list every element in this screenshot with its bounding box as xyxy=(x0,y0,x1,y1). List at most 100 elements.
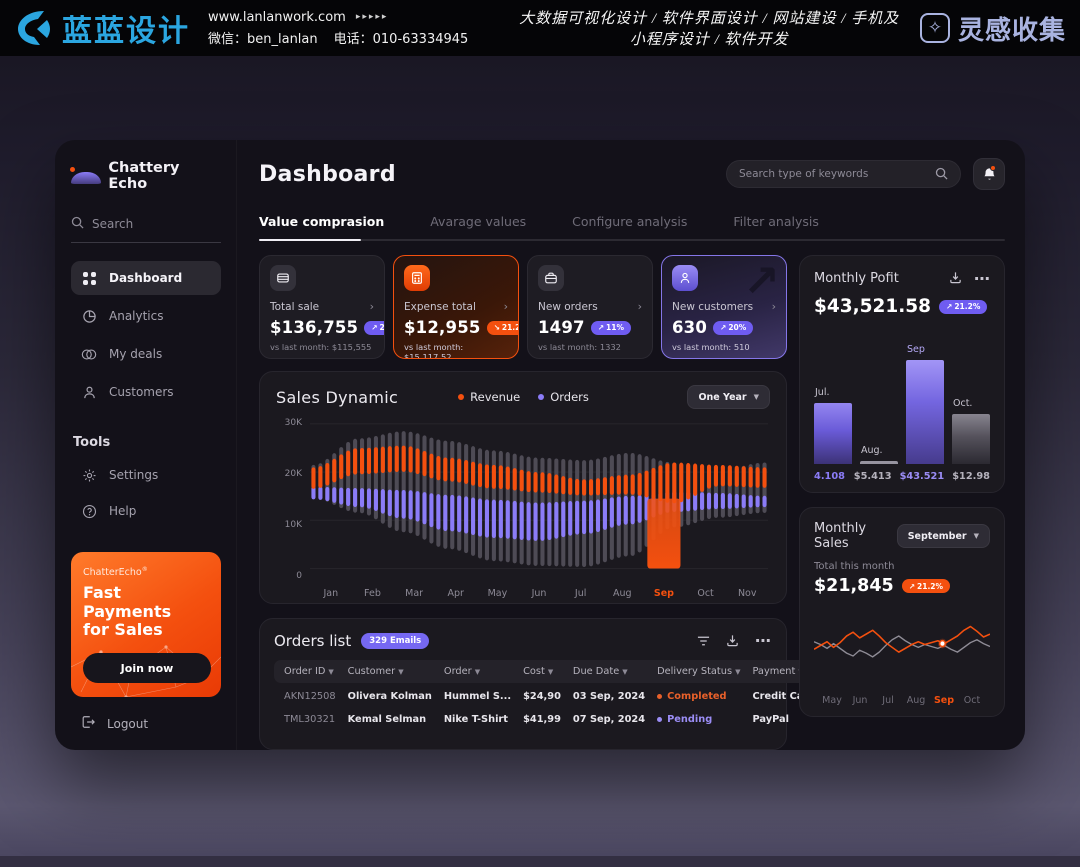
more-options-icon[interactable]: ⋯ xyxy=(974,269,990,288)
order-name: Hummel S... xyxy=(443,691,512,703)
chevron-down-icon: ▼ xyxy=(398,668,404,677)
dashboard-window: Chattery Echo Dashboard Analytics My deals… xyxy=(55,140,1025,750)
trend-up-icon: ↗ xyxy=(371,323,378,332)
chevron-right-icon[interactable]: › xyxy=(503,300,508,313)
export-icon[interactable] xyxy=(949,269,962,288)
monthly-sales-card: Monthly Sales September ▼ Total this mon… xyxy=(799,507,1005,717)
page-footer-strip xyxy=(0,856,1080,867)
month-label-jun: Jun xyxy=(531,588,547,600)
tab-filter-analysis[interactable]: Filter analysis xyxy=(733,214,819,229)
legend-item-revenue[interactable]: Revenue xyxy=(458,390,520,404)
search-icon xyxy=(71,214,84,233)
logout-label: Logout xyxy=(107,716,149,731)
wallet-icon xyxy=(270,265,296,291)
join-now-button[interactable]: Join now xyxy=(83,653,211,684)
status-badge: Pending xyxy=(657,714,740,725)
sidebar: Chattery Echo Dashboard Analytics My deals… xyxy=(55,140,237,750)
month-label-nov: Nov xyxy=(737,588,757,600)
month-label-apr: Apr xyxy=(447,588,464,600)
x-axis-labels: Jan Feb Mar Apr May Jun Jul Aug Sep Oct Nov xyxy=(310,588,768,599)
status-badge: Completed xyxy=(657,691,740,702)
sidebar-item-label: Customers xyxy=(109,385,174,399)
sidebar-item-label: Help xyxy=(109,504,137,518)
stat-card-new-customers[interactable]: ↗ New customers › 630 ↗ 20% vs last month: 510 xyxy=(661,255,787,359)
pie-chart-icon xyxy=(81,309,97,324)
more-options-icon[interactable]: ⋯ xyxy=(755,631,772,651)
stat-card-total-sale[interactable]: Total sale › $136,755 ↗21.2% vs last month: … xyxy=(259,255,385,359)
orders-list-title: Orders list xyxy=(274,631,352,650)
column-header-due-date[interactable]: Due Date ▼ xyxy=(572,666,628,678)
sidebar-item-dashboard[interactable]: Dashboard xyxy=(71,261,221,295)
logout-button[interactable]: Logout xyxy=(71,705,221,736)
chevron-down-icon: ▼ xyxy=(973,532,979,540)
month-label-sep: Sep xyxy=(653,588,674,600)
notifications-button[interactable] xyxy=(973,158,1005,190)
range-selector-dropdown[interactable]: One Year ▼ xyxy=(687,385,770,409)
sidebar-item-analytics[interactable]: Analytics xyxy=(71,299,221,333)
sidebar-item-settings[interactable]: Settings xyxy=(71,458,221,492)
stat-cards: Total sale › $136,755 ↗21.2% vs last month: … xyxy=(259,255,787,359)
sidebar-nav: Dashboard Analytics My deals Customers xyxy=(71,261,221,409)
monthly-sales-chart xyxy=(813,598,991,693)
header-search[interactable] xyxy=(726,160,961,188)
sidebar-item-help[interactable]: Help xyxy=(71,494,221,528)
column-header-delivery-status[interactable]: Delivery Status ▼ xyxy=(657,666,741,678)
column-header-order-id[interactable]: Order ID ▼ xyxy=(284,666,334,678)
tab-avarage-values[interactable]: Avarage values xyxy=(430,214,527,229)
sidebar-item-label: Dashboard xyxy=(109,271,183,285)
table-row[interactable]: AKN12508 Olivera Kolman Hummel S... $24,90 0… xyxy=(274,683,821,706)
help-icon xyxy=(81,504,97,519)
month-selector-dropdown[interactable]: September ▼ xyxy=(896,524,990,548)
chevron-right-icon[interactable]: › xyxy=(637,300,642,313)
legend-item-orders[interactable]: Orders xyxy=(538,390,589,404)
filter-icon[interactable] xyxy=(697,635,710,647)
column-header-order[interactable]: Order ▼ xyxy=(443,666,481,678)
order-name: Nike T-Shirt xyxy=(443,714,508,726)
monthly-profit-chart: Jul. Aug. Sep Oct. xyxy=(814,321,990,464)
month-label-oct: Oct xyxy=(697,588,714,600)
month-label-jan: Jan xyxy=(323,588,339,600)
column-header-customer[interactable]: Customer ▼ xyxy=(347,666,404,678)
sales-dynamic-title: Sales Dynamic xyxy=(276,387,399,407)
order-cost: $24,90 xyxy=(523,691,561,703)
month-label-may: May xyxy=(487,588,508,600)
sidebar-search-input[interactable] xyxy=(92,216,212,231)
deals-icon xyxy=(81,348,97,361)
trend-badge: ↗ 11% xyxy=(590,320,631,335)
tab-value-comprasion[interactable]: Value comprasion xyxy=(259,214,385,229)
sidebar-item-customers[interactable]: Customers xyxy=(71,375,221,409)
sparkle-icon: ✧ xyxy=(919,13,950,43)
bar-label: Sep xyxy=(907,344,925,356)
promo-brand: ChatterEcho® xyxy=(83,566,148,579)
sidebar-search[interactable] xyxy=(71,214,221,243)
tab-configure-analysis[interactable]: Configure analysis xyxy=(572,214,688,229)
stat-comparison: vs last month: $115,555 xyxy=(270,342,372,352)
legend-dot xyxy=(538,394,545,400)
stat-value: $136,755 xyxy=(270,318,359,337)
main-content: Dashboard Value comprasion Avarage values… xyxy=(237,140,1025,750)
trend-down-icon: ↘ xyxy=(493,323,500,332)
bar-label: Aug. xyxy=(861,445,883,456)
monthly-profit-amounts: 4.108 $5.413 $43.521 $12.98 xyxy=(814,464,990,482)
stat-comparison: vs last month: 1332 xyxy=(538,342,621,352)
stat-label: Total sale xyxy=(270,300,320,313)
customer-name: Kemal Selman xyxy=(347,714,427,726)
stat-card-new-orders[interactable]: New orders › 1497 ↗ 11% vs last month: 1332 xyxy=(527,255,653,359)
sales-dynamic-plot xyxy=(310,415,768,577)
monthly-sales-value: $21,845 xyxy=(814,576,894,596)
chevron-right-icon[interactable]: › xyxy=(369,300,374,313)
monthly-sales-subtitle: Total this month xyxy=(814,561,895,572)
chevron-down-icon: ▼ xyxy=(622,668,628,677)
stat-card-expense-total[interactable]: Expense total › $12,955 ↘21.2% vs last month… xyxy=(393,255,519,359)
header-search-input[interactable] xyxy=(739,168,927,180)
sidebar-item-my-deals[interactable]: My deals xyxy=(71,337,221,371)
bar-value-label: 4.108 xyxy=(814,471,845,482)
y-axis-labels: 30K 20K 10K 0 xyxy=(284,418,302,581)
sidebar-item-label: Analytics xyxy=(109,309,164,323)
chart-legend: Revenue Orders xyxy=(458,390,589,404)
chevron-right-icon[interactable]: › xyxy=(771,300,776,313)
column-header-cost[interactable]: Cost ▼ xyxy=(523,666,554,678)
month-label-aug: Aug xyxy=(613,588,632,600)
table-row[interactable]: TML30321 Kemal Selman Nike T-Shirt $41,99 07… xyxy=(274,706,821,729)
export-icon[interactable] xyxy=(726,634,739,647)
